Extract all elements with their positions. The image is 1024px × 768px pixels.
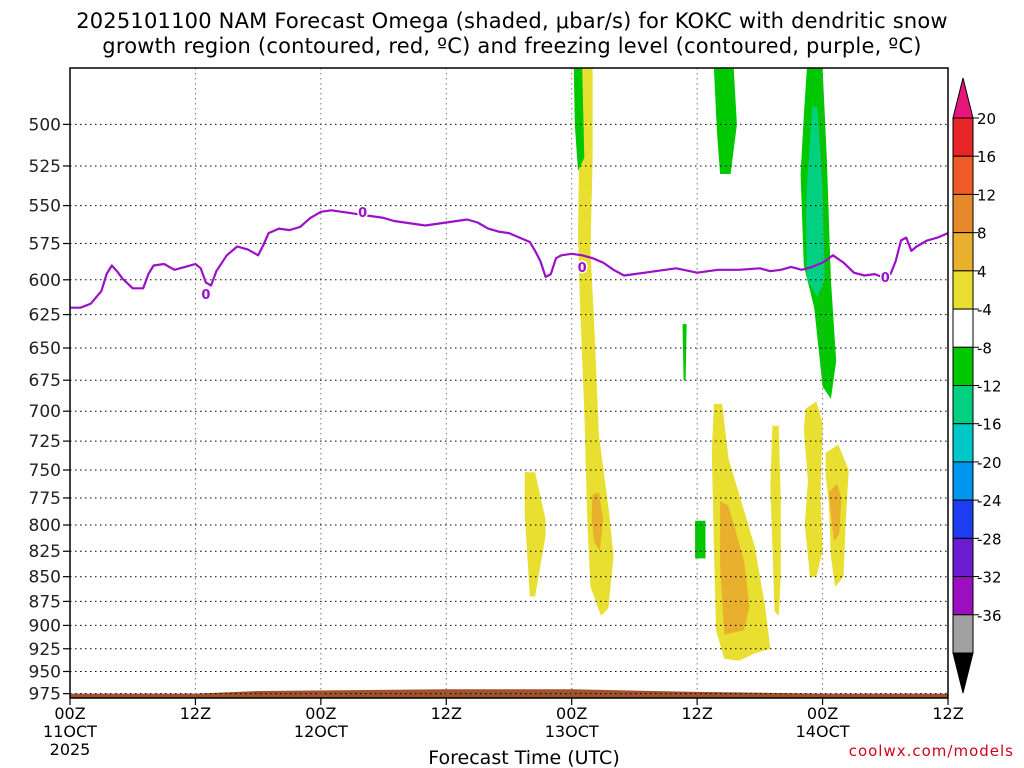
omega-region-1	[578, 68, 614, 616]
y-tick-label: 600	[29, 271, 61, 291]
omega-shading-layer	[524, 68, 849, 661]
omega-region-8	[828, 483, 842, 541]
y-tick-label: 725	[29, 432, 61, 452]
colorbar-bin	[952, 155, 974, 195]
colorbar-bin	[952, 193, 974, 234]
omega-region-9	[573, 68, 585, 171]
colorbar-bin	[952, 232, 974, 272]
y-tick-label: 825	[29, 542, 61, 562]
freezing-level-label: 0	[201, 288, 210, 303]
omega-region-10	[713, 68, 737, 174]
colorbar-label: -8	[977, 339, 992, 357]
y-tick-label: 675	[29, 371, 61, 391]
colorbar-label: 8	[977, 225, 987, 243]
omega-region-5	[770, 425, 781, 616]
y-tick-label: 700	[29, 402, 61, 422]
x-tick-label: 12Z	[932, 704, 963, 723]
surface-terrain-layer	[70, 689, 948, 698]
x-tick-year-label: 2025	[50, 740, 91, 759]
omega-region-14	[805, 107, 825, 297]
y-tick-label: 950	[29, 662, 61, 682]
y-tick-label: 925	[29, 640, 61, 660]
x-tick-date-label: 13OCT	[545, 722, 599, 741]
x-tick-label: 00Z	[54, 704, 85, 723]
colorbar-label: -24	[977, 492, 1002, 510]
y-tick-label: 875	[29, 592, 61, 612]
colorbar-label: -12	[977, 378, 1002, 396]
colorbar-label: -16	[977, 416, 1002, 434]
omega-region-12	[695, 520, 706, 559]
credit-text: coolwx.com/models	[848, 742, 1014, 760]
y-tick-label: 650	[29, 339, 61, 359]
plot-frame	[69, 67, 949, 699]
y-axis: 500 525 550 575 600 625 650 675 700 725 750 775 800 8…	[29, 115, 70, 705]
colorbar-bin	[952, 461, 974, 501]
colorbar: 20 16 12 8 4 -4 -8 -12 -16 -20 -24 -28 -32 -36	[952, 77, 1002, 694]
freezing-level-label: 0	[578, 261, 587, 276]
x-tick-label: 00Z	[305, 704, 336, 723]
y-tick-label: 800	[29, 516, 61, 536]
y-tick-label: 900	[29, 616, 61, 636]
y-tick-label: 550	[29, 197, 61, 217]
colorbar-label: 20	[977, 110, 996, 128]
omega-region-0	[524, 472, 546, 597]
x-axis-title: Forecast Time (UTC)	[428, 747, 619, 768]
y-tick-label: 575	[29, 235, 61, 255]
grid-layer	[70, 68, 948, 698]
surface-terrain	[70, 689, 948, 698]
colorbar-label: -32	[977, 569, 1002, 587]
omega-region-6	[803, 401, 823, 577]
colorbar-bin	[952, 308, 974, 348]
omega-region-4	[720, 501, 750, 635]
freezing-level-line	[70, 209, 949, 309]
colorbar-label: -28	[977, 530, 1002, 548]
y-tick-label: 775	[29, 489, 61, 509]
y-tick-label: 625	[29, 306, 61, 326]
colorbar-label: -4	[977, 301, 992, 319]
freezing-level-label: 0	[881, 271, 890, 286]
y-tick-label: 750	[29, 461, 61, 481]
colorbar-bottom-arrow	[952, 652, 974, 694]
colorbar-bin	[952, 423, 974, 463]
colorbar-label: 4	[977, 263, 987, 281]
colorbar-bin	[952, 270, 974, 310]
colorbar-bin	[952, 499, 974, 539]
colorbar-bin	[952, 346, 974, 386]
omega-region-2	[591, 492, 604, 552]
colorbar-bin	[952, 576, 974, 616]
colorbar-bin	[952, 117, 974, 157]
colorbar-bin	[952, 385, 974, 425]
x-tick-date-label: 12OCT	[294, 722, 348, 741]
colorbar-label: 16	[977, 148, 996, 166]
x-tick-date-label: 11OCT	[43, 722, 97, 741]
x-tick-label: 00Z	[807, 704, 838, 723]
y-tick-label: 500	[29, 115, 61, 135]
omega-region-11	[682, 324, 687, 381]
x-tick-label: 12Z	[431, 704, 462, 723]
freezing-level-layer: 0 0 0 0	[70, 204, 949, 309]
y-tick-label: 975	[29, 685, 61, 705]
colorbar-bin	[952, 537, 974, 578]
x-tick-label: 12Z	[681, 704, 712, 723]
x-tick-date-label: 14OCT	[796, 722, 850, 741]
colorbar-label: -36	[977, 607, 1002, 625]
chart-title-line-1: 2025101100 NAM Forecast Omega (shaded, μ…	[76, 9, 948, 33]
colorbar-label: 12	[977, 186, 996, 204]
freezing-level-label: 0	[358, 206, 367, 221]
colorbar-bin	[952, 614, 974, 654]
colorbar-label: -20	[977, 454, 1002, 472]
y-tick-label: 850	[29, 568, 61, 588]
y-tick-label: 525	[29, 157, 61, 177]
x-tick-label: 12Z	[180, 704, 211, 723]
chart-title-line-2: growth region (contoured, red, ºC) and f…	[102, 34, 922, 58]
x-tick-label: 00Z	[556, 704, 587, 723]
colorbar-top-arrow	[952, 77, 974, 119]
